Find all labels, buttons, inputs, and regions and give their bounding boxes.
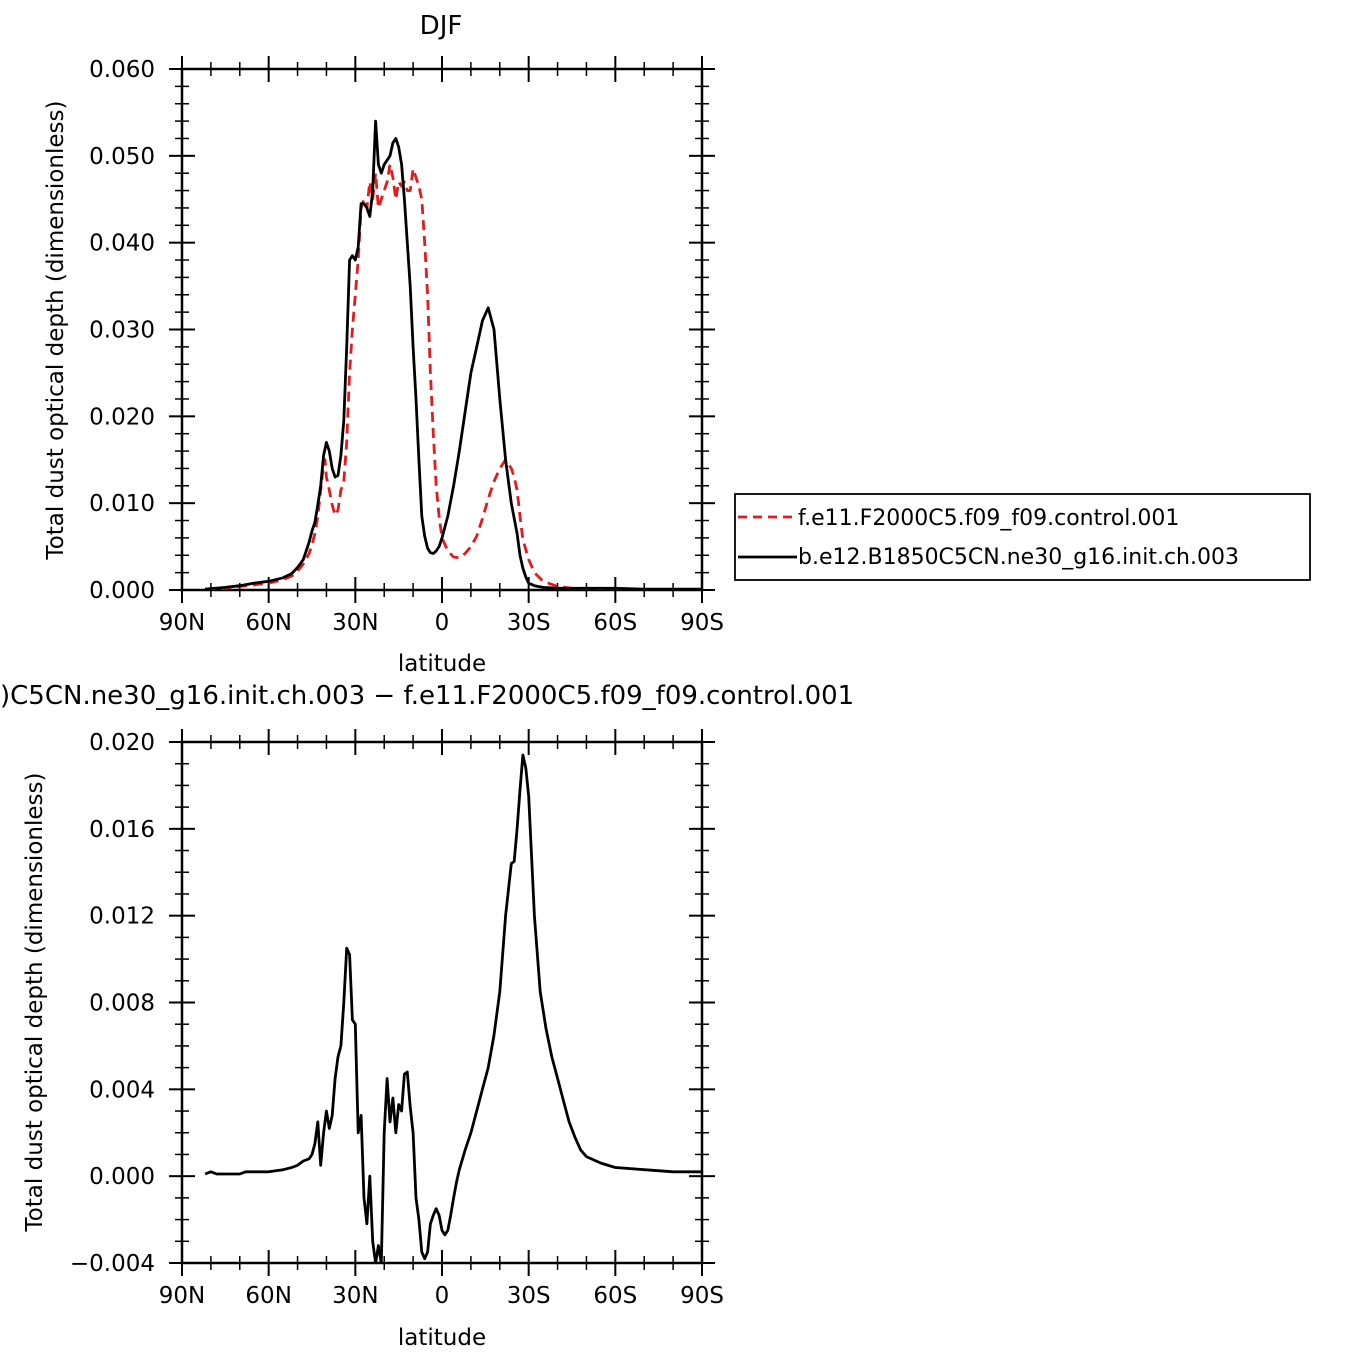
y-tick-label: 0.020 xyxy=(89,404,155,430)
y-tick-label: −0.004 xyxy=(70,1251,155,1277)
x-tick-label: 30S xyxy=(507,610,551,636)
top-chart-panel: DJF 90N 60N 30N 0 30S 60S 90S 0.000 0.010 0.020 0.… xyxy=(43,11,1311,677)
top-chart-legend: f.e11.F2000C5.f09_f09.control.001 b.e12.… xyxy=(734,493,1311,581)
y-tick-label: 0.010 xyxy=(89,491,155,517)
x-tick-label: 90S xyxy=(680,1283,724,1309)
difference-line xyxy=(204,753,702,1263)
bottom-chart-title: )C5CN.ne30_g16.init.ch.003 − f.e11.F2000… xyxy=(0,681,854,711)
bottom-chart-panel: )C5CN.ne30_g16.init.ch.003 − f.e11.F2000… xyxy=(0,681,854,1351)
y-tick-label: 0.000 xyxy=(89,578,155,604)
x-tick-label: 30N xyxy=(332,610,378,636)
x-tick-label: 90N xyxy=(159,610,205,636)
x-tick-label: 60S xyxy=(593,1283,637,1309)
x-tick-label: 0 xyxy=(435,610,450,636)
x-tick-label: 60N xyxy=(245,610,291,636)
top-chart-series-group xyxy=(204,119,702,590)
y-tick-label: 0.016 xyxy=(89,817,155,843)
x-tick-label: 0 xyxy=(435,1283,450,1309)
bottom-chart-ticks: 90N 60N 30N 0 30S 60S 90S −0.004 0.000 0.004 0.008… xyxy=(70,729,724,1309)
top-chart-title: DJF xyxy=(420,11,463,41)
y-tick-label: 0.004 xyxy=(89,1077,155,1103)
y-tick-label: 0.060 xyxy=(89,57,155,83)
x-tick-label: 30N xyxy=(332,1283,378,1309)
bottom-chart-x-axis-title: latitude xyxy=(398,1325,486,1351)
legend-box xyxy=(734,493,1311,581)
bottom-chart-series-group xyxy=(204,753,702,1263)
x-tick-label: 60N xyxy=(245,1283,291,1309)
bottom-chart-y-axis-title: Total dust optical depth (dimensionless) xyxy=(22,773,48,1233)
top-chart-y-axis-title: Total dust optical depth (dimensionless) xyxy=(43,101,69,561)
y-tick-label: 0.000 xyxy=(89,1164,155,1190)
y-tick-label: 0.050 xyxy=(89,144,155,170)
x-tick-label: 90S xyxy=(680,610,724,636)
y-tick-label: 0.020 xyxy=(89,730,155,756)
legend-label-coupled: b.e12.B1850C5CN.ne30_g16.init.ch.003 xyxy=(798,545,1239,570)
x-tick-label: 30S xyxy=(507,1283,551,1309)
y-tick-label: 0.012 xyxy=(89,904,155,930)
x-tick-label: 90N xyxy=(159,1283,205,1309)
x-tick-label: 60S xyxy=(593,610,637,636)
legend-label-control: f.e11.F2000C5.f09_f09.control.001 xyxy=(798,506,1179,531)
coupled-run-line xyxy=(204,119,702,590)
top-chart-ticks: 90N 60N 30N 0 30S 60S 90S 0.000 0.010 0.020 0.030 0… xyxy=(89,56,724,636)
y-tick-label: 0.040 xyxy=(89,231,155,257)
y-tick-label: 0.008 xyxy=(89,991,155,1017)
y-tick-label: 0.030 xyxy=(89,318,155,344)
top-chart-x-axis-title: latitude xyxy=(398,651,486,677)
